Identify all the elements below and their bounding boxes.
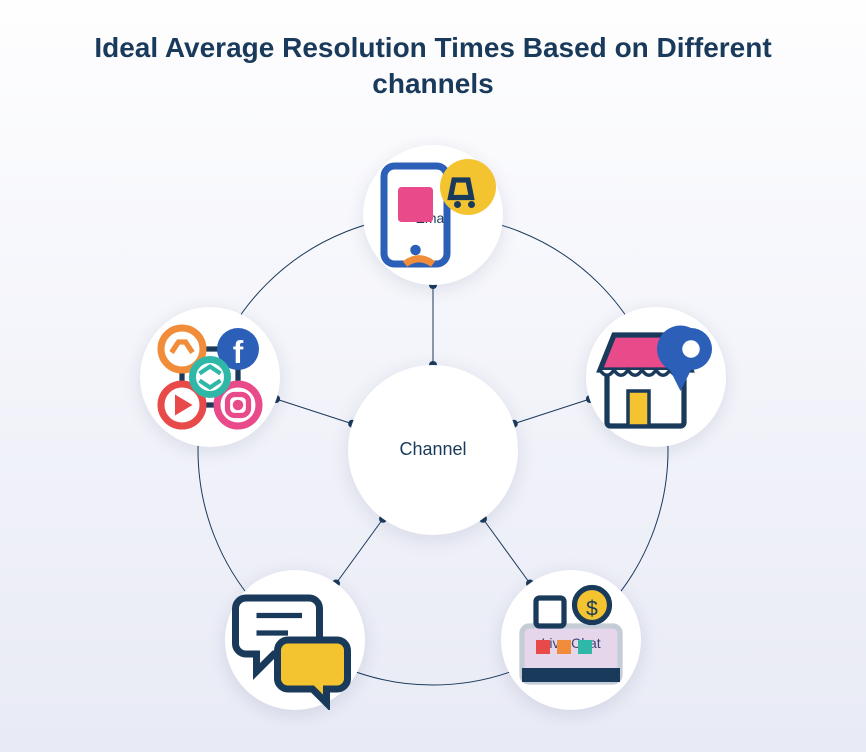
center-node-label: Channel (399, 439, 466, 461)
center-node: Channel (348, 365, 518, 535)
node-phone: Phone (586, 307, 726, 447)
svg-text:f: f (232, 334, 243, 370)
node-selfservice: f Self- Service (140, 307, 280, 447)
channel-diagram: Channel Email Phone $ Live Chat (0, 0, 866, 752)
svg-text:$: $ (586, 598, 598, 621)
node-livechat: $ Live Chat (501, 570, 641, 710)
node-email: Email (363, 145, 503, 285)
node-social: Social Media (225, 570, 365, 710)
